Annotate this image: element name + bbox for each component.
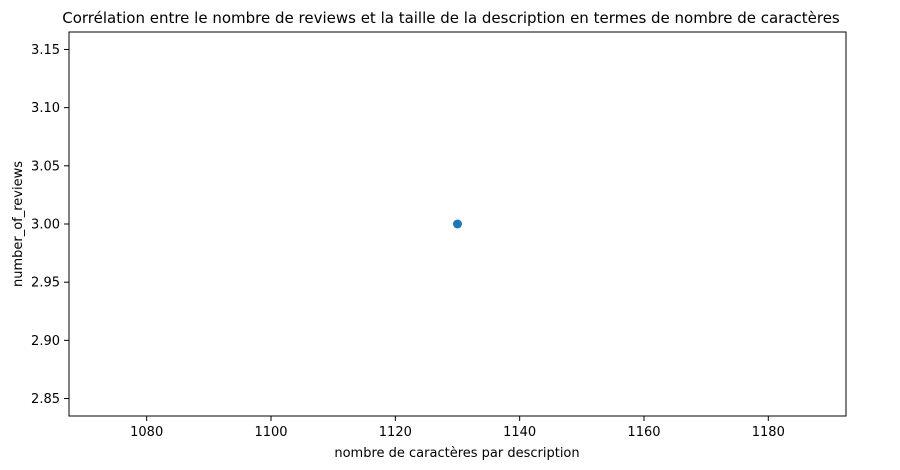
y-tick-label: 3.15 xyxy=(31,43,60,58)
x-axis-ticks: 1080 1100 1120 1140 1160 1180 xyxy=(130,416,785,440)
y-tick-label: 3.00 xyxy=(31,218,60,233)
x-tick-label: 1080 xyxy=(130,425,163,440)
x-tick-label: 1100 xyxy=(254,425,287,440)
scatter-point xyxy=(453,219,462,229)
y-tick-label: 3.05 xyxy=(31,159,60,174)
x-tick-label: 1180 xyxy=(752,425,785,440)
y-tick-label: 3.10 xyxy=(31,101,60,116)
data-points xyxy=(453,219,462,229)
y-tick-label: 2.95 xyxy=(31,276,60,291)
x-tick-label: 1120 xyxy=(379,425,412,440)
y-tick-label: 2.85 xyxy=(31,392,60,407)
y-axis-label: number_of_reviews xyxy=(11,161,26,287)
x-axis-label: nombre de caractères par description xyxy=(334,446,579,461)
chart-title: Corrélation entre le nombre de reviews e… xyxy=(62,9,840,27)
x-tick-label: 1160 xyxy=(627,425,660,440)
y-axis-ticks: 2.85 2.90 2.95 3.00 3.05 3.10 3.15 xyxy=(31,43,69,407)
x-tick-label: 1140 xyxy=(503,425,536,440)
y-tick-label: 2.90 xyxy=(31,334,60,349)
